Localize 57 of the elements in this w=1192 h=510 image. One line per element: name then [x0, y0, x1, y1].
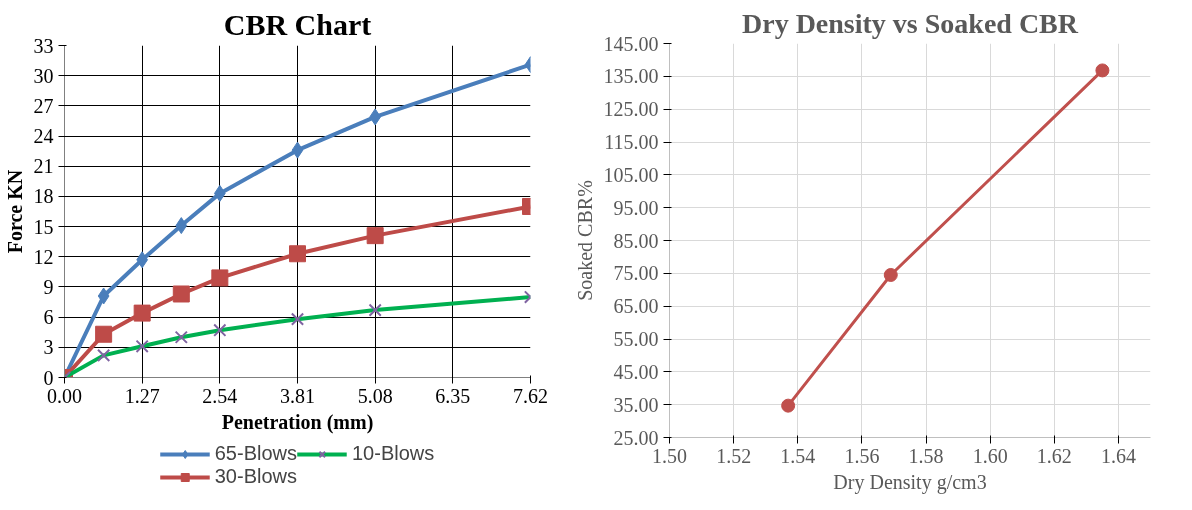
y-tick-label: 6 — [43, 306, 54, 329]
y-tick-label: 135.00 — [603, 65, 659, 88]
x-tick-label: 1.64 — [1100, 444, 1136, 467]
x-tick-label: 1.60 — [972, 444, 1008, 467]
point — [289, 245, 306, 263]
y-tick-label: 21 — [33, 155, 54, 178]
y-tick-label: 105.00 — [603, 163, 659, 186]
y-tick-label: 95.00 — [613, 196, 659, 219]
chart-title: Dry Density vs Soaked CBR — [741, 7, 1079, 39]
x-tick-label: 1.54 — [780, 444, 816, 467]
y-tick-label: 9 — [43, 275, 54, 298]
x-tick-label: 1.27 — [124, 384, 160, 407]
point — [95, 325, 113, 343]
x-tick-label: 1.58 — [908, 444, 944, 467]
y-tick-label: 18 — [33, 185, 54, 208]
x-tick-label: 7.62 — [513, 384, 548, 407]
y-tick-label: 24 — [33, 125, 54, 148]
y-tick-label: 55.00 — [613, 328, 659, 350]
point — [133, 304, 151, 322]
legend-label: 65-Blows — [214, 442, 297, 465]
point — [211, 269, 229, 287]
point — [781, 398, 796, 413]
x-tick-label: 6.35 — [435, 384, 471, 407]
point — [366, 227, 384, 245]
x-tick-label: 3.81 — [280, 384, 315, 407]
point — [175, 217, 188, 235]
x-tick-label: 1.52 — [716, 444, 752, 467]
y-axis-title: Soaked CBR% — [573, 180, 596, 301]
y-axis-title: Force KN — [3, 169, 26, 254]
y-tick-label: 35.00 — [613, 393, 659, 416]
y-tick-label: 85.00 — [613, 229, 659, 252]
x-axis-title: Penetration (mm) — [221, 410, 374, 434]
point — [1095, 63, 1110, 78]
y-tick-label: 27 — [33, 94, 54, 117]
y-tick-label: 33 — [33, 34, 54, 57]
point — [97, 287, 110, 305]
y-tick-label: 125.00 — [603, 98, 659, 121]
y-tick-label: 15 — [33, 215, 54, 238]
y-tick-label: 75.00 — [613, 262, 659, 285]
x-tick-label: 1.62 — [1036, 444, 1072, 467]
chart-title: CBR Chart — [223, 7, 372, 41]
y-tick-label: 3 — [43, 336, 54, 359]
y-tick-label: 65.00 — [613, 295, 659, 318]
legend-label: 30-Blows — [214, 465, 297, 488]
y-tick-label: 115.00 — [604, 131, 659, 153]
point — [172, 285, 190, 303]
y-tick-label: 145.00 — [603, 32, 659, 55]
x-axis-title: Dry Density g/cm3 — [833, 470, 987, 494]
point — [883, 267, 898, 282]
x-tick-label: 2.54 — [202, 384, 238, 407]
x-tick-label: 1.56 — [844, 444, 880, 467]
point — [291, 141, 304, 159]
y-tick-label: 12 — [33, 245, 54, 268]
y-tick-label: 30 — [33, 64, 54, 87]
y-tick-label: 45.00 — [613, 360, 659, 383]
legend-label: 10-Blows — [352, 442, 435, 465]
x-tick-label: 5.08 — [357, 384, 393, 407]
